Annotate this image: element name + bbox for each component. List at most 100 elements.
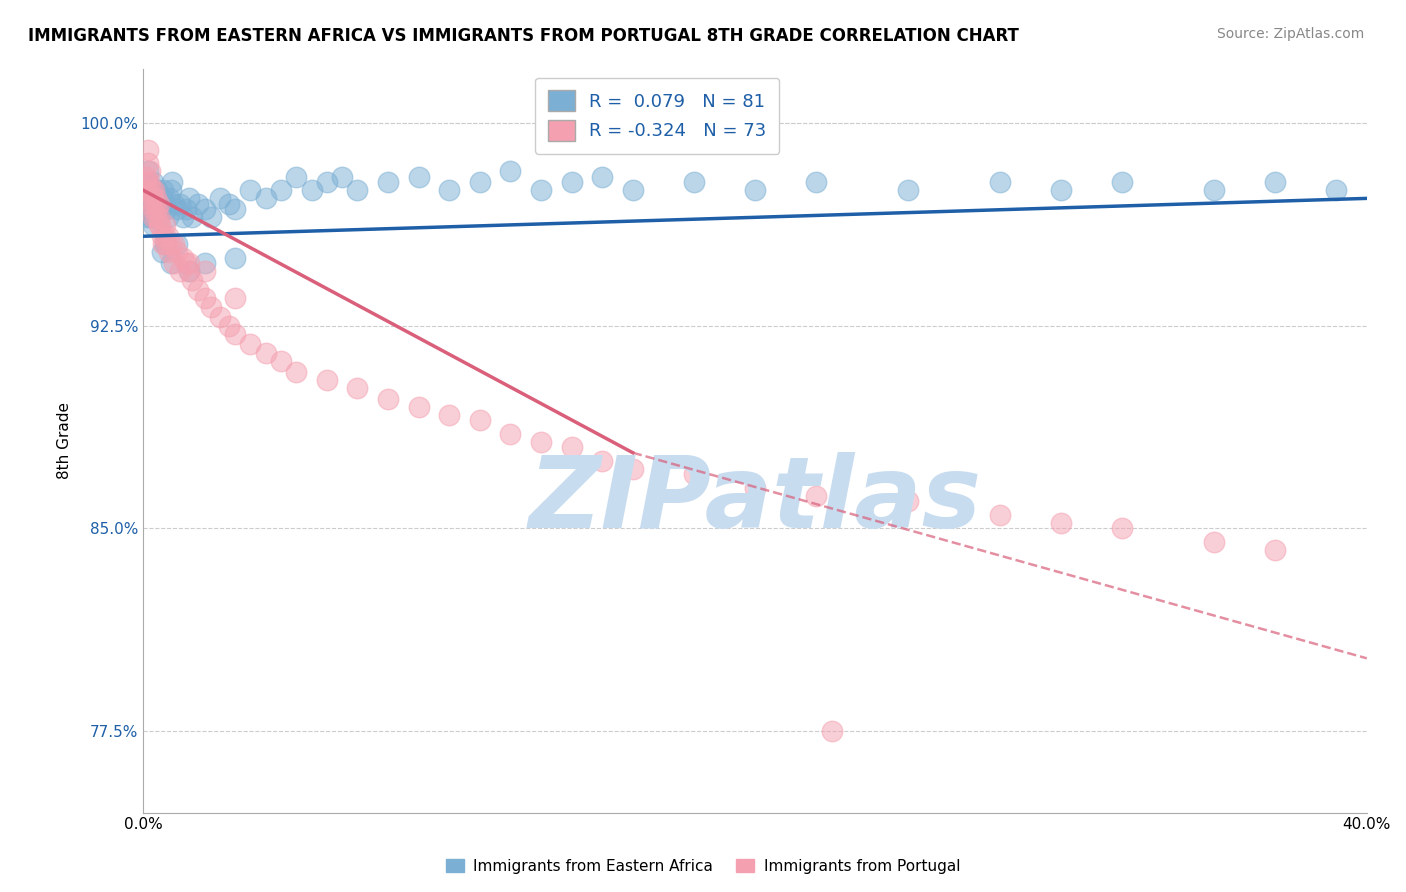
- Point: [135, 183, 157, 197]
- Point: [142, 211, 165, 225]
- Point: [135, 169, 157, 184]
- Point: [621, 183, 644, 197]
- Point: [187, 284, 209, 298]
- Point: [160, 237, 183, 252]
- Point: [1264, 543, 1286, 558]
- Point: [744, 183, 766, 197]
- Point: [468, 175, 491, 189]
- Text: ZIPatlas: ZIPatlas: [529, 451, 981, 549]
- Point: [408, 400, 430, 414]
- Point: [346, 381, 368, 395]
- Point: [683, 175, 706, 189]
- Point: [139, 211, 162, 225]
- Point: [143, 183, 166, 197]
- Point: [136, 191, 159, 205]
- Point: [988, 175, 1011, 189]
- Point: [134, 183, 156, 197]
- Point: [141, 183, 163, 197]
- Point: [200, 211, 222, 225]
- Point: [530, 434, 553, 449]
- Text: IMMIGRANTS FROM EASTERN AFRICA VS IMMIGRANTS FROM PORTUGAL 8TH GRADE CORRELATION: IMMIGRANTS FROM EASTERN AFRICA VS IMMIGR…: [28, 27, 1019, 45]
- Point: [143, 202, 166, 217]
- Point: [377, 175, 399, 189]
- Point: [156, 211, 179, 225]
- Point: [1111, 175, 1133, 189]
- Point: [152, 183, 174, 197]
- Point: [193, 292, 215, 306]
- Point: [155, 202, 177, 217]
- Point: [141, 211, 163, 225]
- Point: [157, 245, 180, 260]
- Point: [239, 183, 262, 197]
- Point: [134, 202, 156, 217]
- Point: [138, 175, 160, 189]
- Point: [1050, 183, 1073, 197]
- Point: [806, 175, 828, 189]
- Point: [218, 196, 240, 211]
- Point: [591, 454, 613, 468]
- Point: [315, 175, 337, 189]
- Point: [150, 191, 173, 205]
- Point: [138, 202, 160, 217]
- Point: [561, 175, 583, 189]
- Point: [163, 196, 186, 211]
- Point: [187, 196, 209, 211]
- Point: [138, 196, 160, 211]
- Point: [1202, 183, 1225, 197]
- Point: [561, 440, 583, 454]
- Point: [146, 183, 169, 197]
- Point: [139, 191, 162, 205]
- Point: [153, 237, 176, 252]
- Point: [145, 211, 167, 225]
- Point: [181, 272, 204, 286]
- Point: [160, 256, 183, 270]
- Point: [254, 191, 277, 205]
- Point: [136, 156, 159, 170]
- Point: [377, 392, 399, 406]
- Point: [155, 237, 177, 252]
- Point: [143, 183, 166, 197]
- Point: [468, 413, 491, 427]
- Point: [208, 191, 231, 205]
- Point: [301, 183, 323, 197]
- Point: [200, 300, 222, 314]
- Point: [136, 164, 159, 178]
- Legend: R =  0.079   N = 81, R = -0.324   N = 73: R = 0.079 N = 81, R = -0.324 N = 73: [536, 78, 779, 153]
- Point: [172, 211, 194, 225]
- Point: [208, 310, 231, 325]
- Point: [146, 202, 169, 217]
- Point: [285, 169, 308, 184]
- Point: [1050, 516, 1073, 530]
- Point: [439, 183, 461, 197]
- Point: [148, 196, 170, 211]
- Point: [153, 229, 176, 244]
- Point: [174, 256, 197, 270]
- Point: [591, 169, 613, 184]
- Point: [163, 237, 186, 252]
- Point: [148, 211, 170, 225]
- Point: [181, 211, 204, 225]
- Legend: Immigrants from Eastern Africa, Immigrants from Portugal: Immigrants from Eastern Africa, Immigran…: [440, 853, 966, 880]
- Point: [166, 237, 188, 252]
- Point: [152, 237, 174, 252]
- Point: [239, 337, 262, 351]
- Point: [224, 251, 246, 265]
- Point: [156, 229, 179, 244]
- Point: [141, 175, 163, 189]
- Point: [149, 202, 172, 217]
- Point: [136, 175, 159, 189]
- Point: [439, 408, 461, 422]
- Point: [141, 191, 163, 205]
- Point: [163, 256, 186, 270]
- Point: [135, 175, 157, 189]
- Point: [150, 229, 173, 244]
- Point: [346, 183, 368, 197]
- Point: [160, 183, 183, 197]
- Point: [162, 175, 184, 189]
- Point: [153, 219, 176, 233]
- Point: [148, 219, 170, 233]
- Point: [145, 191, 167, 205]
- Y-axis label: 8th Grade: 8th Grade: [58, 402, 72, 479]
- Point: [988, 508, 1011, 522]
- Point: [150, 245, 173, 260]
